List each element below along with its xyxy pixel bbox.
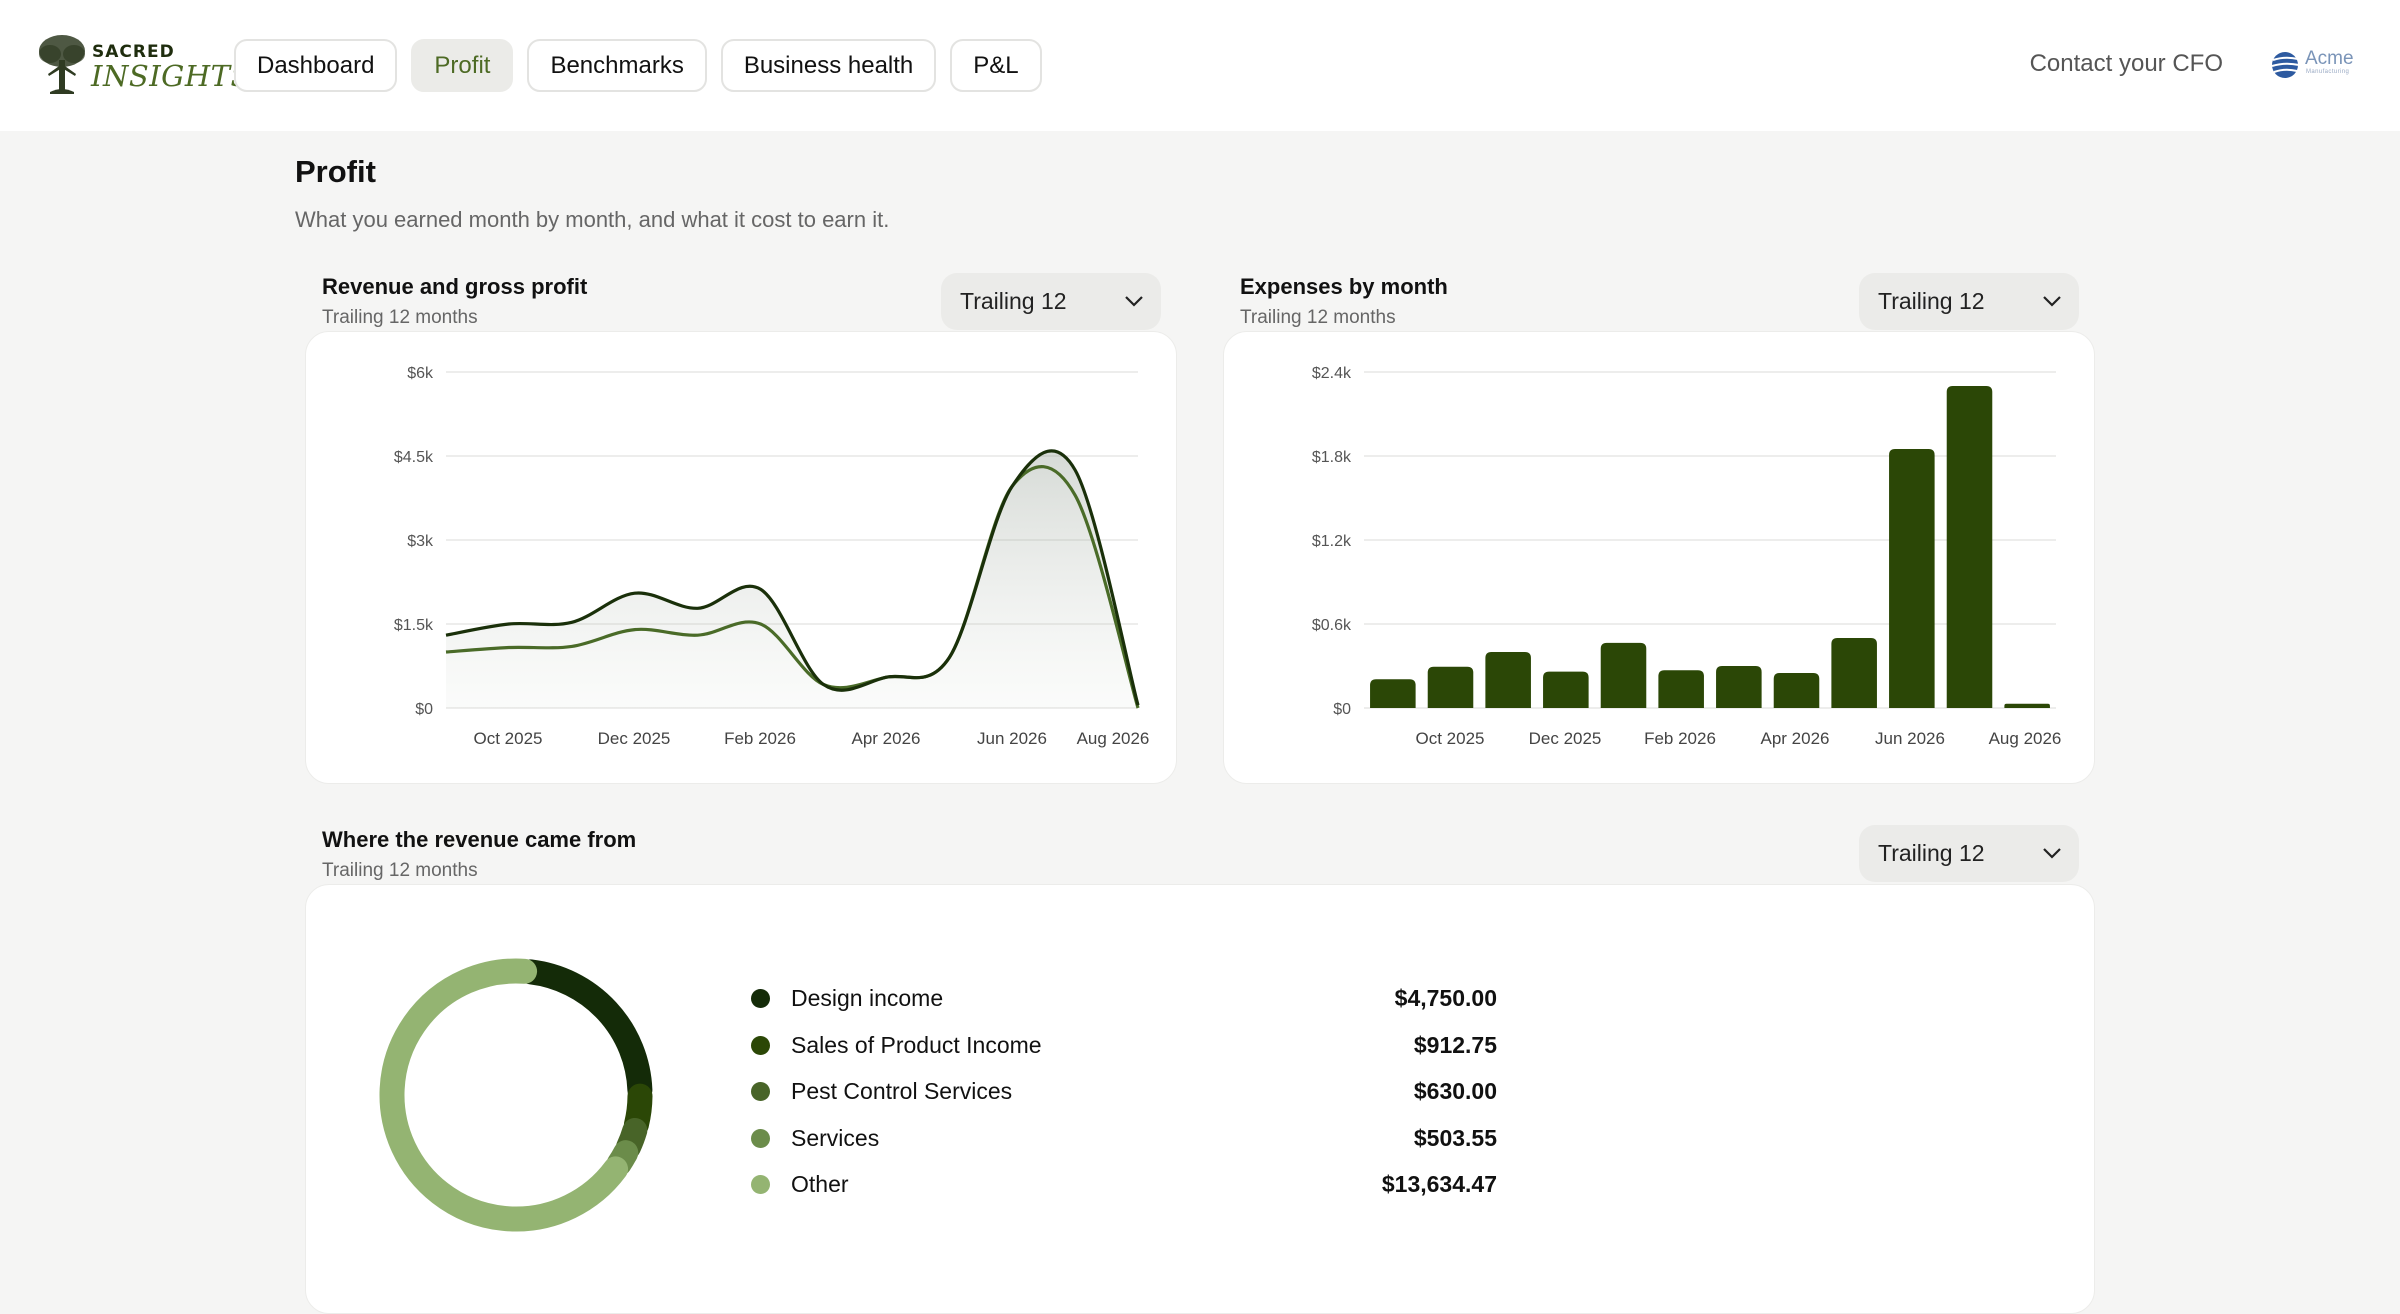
y-tick-label: $0: [1333, 701, 1351, 718]
page-subtitle: What you earned month by month, and what…: [295, 207, 890, 232]
logo-line-2: INSIGHTS: [91, 59, 251, 93]
sources-period-value: Trailing 12: [1878, 840, 1985, 866]
nav-profit[interactable]: Profit: [411, 39, 514, 92]
revenue-sources-donut: [379, 958, 653, 1232]
legend-item: Other $13,634.47: [751, 1171, 1497, 1218]
company-logo: Acme Manufacturing: [2270, 46, 2358, 84]
expenses-by-month-chart: $0 $0.6k $1.2k $1.8k $2.4k Oct 2025 Dec 2025 Fe…: [1312, 365, 2062, 748]
legend-swatch: [751, 1128, 770, 1148]
legend-value: $13,634.47: [1381, 1171, 1497, 1197]
expense-bar: [1773, 673, 1820, 708]
x-tick-label: Dec 2025: [598, 729, 671, 748]
legend-item: Sales of Product Income $912.75: [751, 1032, 1497, 1079]
legend-value: $630.00: [1413, 1078, 1497, 1104]
expenses-period-select[interactable]: Trailing 12: [1859, 273, 2079, 330]
nav-benchmarks[interactable]: Benchmarks: [527, 39, 707, 92]
legend-item: Pest Control Services $630.00: [751, 1078, 1497, 1125]
y-tick-label: $3k: [407, 533, 434, 550]
revenue-sources-legend: Design income $4,750.00 Sales of Product…: [751, 985, 1497, 1218]
revenue-sources-title: Where the revenue came from: [322, 827, 637, 852]
legend-label: Design income: [791, 985, 944, 1011]
y-tick-label: $2.4k: [1312, 365, 1352, 382]
expense-bar: [1427, 666, 1474, 708]
revenue-chart-card: $0 $1.5k $3k $4.5k $6k Oct 2025 Dec 2025 Feb 20…: [305, 331, 1177, 784]
x-tick-label: Oct 2025: [474, 729, 543, 748]
x-tick-label: Aug 2026: [1077, 729, 1150, 748]
nav-business-health[interactable]: Business health: [720, 39, 937, 92]
legend-value: $912.75: [1413, 1031, 1497, 1058]
y-tick-label: $1.5k: [394, 617, 434, 634]
legend-value: $4,750.00: [1394, 985, 1497, 1011]
page-title: Profit: [295, 154, 376, 189]
expense-bar: [2004, 703, 2050, 708]
x-tick-label: Aug 2026: [1989, 729, 2062, 748]
main-nav: Dashboard Profit Benchmarks Business hea…: [234, 39, 1042, 92]
revenue-chart-subtitle: Trailing 12 months: [322, 307, 478, 328]
expense-bar: [1658, 670, 1704, 708]
expense-bar: [1485, 652, 1531, 708]
sacred-insights-logo[interactable]: SACRED INSIGHTS: [36, 32, 250, 98]
expense-bar: [1716, 666, 1762, 708]
revenue-gross-profit-chart: $0 $1.5k $3k $4.5k $6k Oct 2025 Dec 2025 Feb 20…: [394, 365, 1150, 748]
revenue-period-value: Trailing 12: [960, 288, 1067, 314]
top-bar: SACRED INSIGHTS Dashboard Profit Benchma…: [0, 0, 2400, 131]
chevron-down-icon: [2043, 848, 2061, 859]
legend-label: Other: [791, 1171, 849, 1197]
globe-icon: [2271, 52, 2300, 78]
company-name: Acme: [2305, 48, 2354, 69]
revenue-area: [446, 450, 1138, 708]
revenue-sources-card: [305, 884, 2095, 1314]
revenue-sources-subtitle: Trailing 12 months: [322, 860, 478, 881]
y-tick-label: $1.8k: [1312, 449, 1352, 466]
expenses-chart-card: $0 $0.6k $1.2k $1.8k $2.4k Oct 2025 Dec 2025 Fe…: [1223, 331, 2095, 784]
logo-line-1: SACRED: [92, 42, 175, 62]
revenue-chart-title: Revenue and gross profit: [322, 274, 588, 299]
legend-item: Services $503.55: [751, 1125, 1497, 1172]
donut-slice: [518, 959, 653, 1103]
expense-bar: [1946, 386, 1993, 708]
chevron-down-icon: [1125, 296, 1143, 307]
expenses-chart-title: Expenses by month: [1240, 274, 1448, 299]
expense-bar: [1889, 449, 1935, 708]
expenses-chart-subtitle: Trailing 12 months: [1240, 307, 1396, 328]
nav-pl[interactable]: P&L: [950, 39, 1042, 92]
y-tick-label: $1.2k: [1312, 533, 1352, 550]
legend-swatch: [751, 1082, 770, 1101]
revenue-period-select[interactable]: Trailing 12: [941, 273, 1161, 330]
x-tick-label: Dec 2025: [1529, 729, 1602, 748]
tree-icon: [39, 35, 85, 94]
legend-swatch: [751, 989, 770, 1008]
legend-label: Pest Control Services: [791, 1078, 1013, 1104]
y-tick-label: $0: [415, 701, 433, 718]
revenue-line: [445, 449, 1140, 706]
y-tick-label: $4.5k: [394, 449, 434, 466]
x-tick-label: Apr 2026: [1761, 729, 1830, 748]
nav-dashboard[interactable]: Dashboard: [234, 39, 398, 92]
x-tick-label: Jun 2026: [977, 729, 1047, 748]
x-tick-label: Feb 2026: [1644, 729, 1716, 748]
legend-swatch: [751, 1035, 770, 1055]
contact-cfo-link[interactable]: Contact your CFO: [2029, 50, 2223, 77]
legend-label: Services: [791, 1124, 880, 1151]
x-tick-label: Feb 2026: [724, 729, 796, 748]
x-tick-label: Jun 2026: [1875, 729, 1945, 748]
expense-bar: [1543, 671, 1589, 708]
legend-swatch: [751, 1175, 770, 1194]
y-tick-label: $0.6k: [1312, 617, 1352, 634]
sources-period-select[interactable]: Trailing 12: [1859, 825, 2079, 882]
expense-bar: [1831, 638, 1877, 708]
expense-bar: [1600, 642, 1647, 708]
company-tagline: Manufacturing: [2306, 69, 2350, 75]
y-tick-label: $6k: [407, 365, 434, 382]
expenses-period-value: Trailing 12: [1878, 288, 1985, 314]
legend-label: Sales of Product Income: [791, 1031, 1042, 1058]
legend-item: Design income $4,750.00: [751, 985, 1497, 1032]
chevron-down-icon: [2043, 296, 2061, 307]
x-tick-label: Oct 2025: [1416, 729, 1485, 748]
expense-bar: [1370, 679, 1416, 708]
x-tick-label: Apr 2026: [852, 729, 921, 748]
donut-slice: [379, 958, 629, 1232]
legend-value: $503.55: [1413, 1124, 1497, 1151]
